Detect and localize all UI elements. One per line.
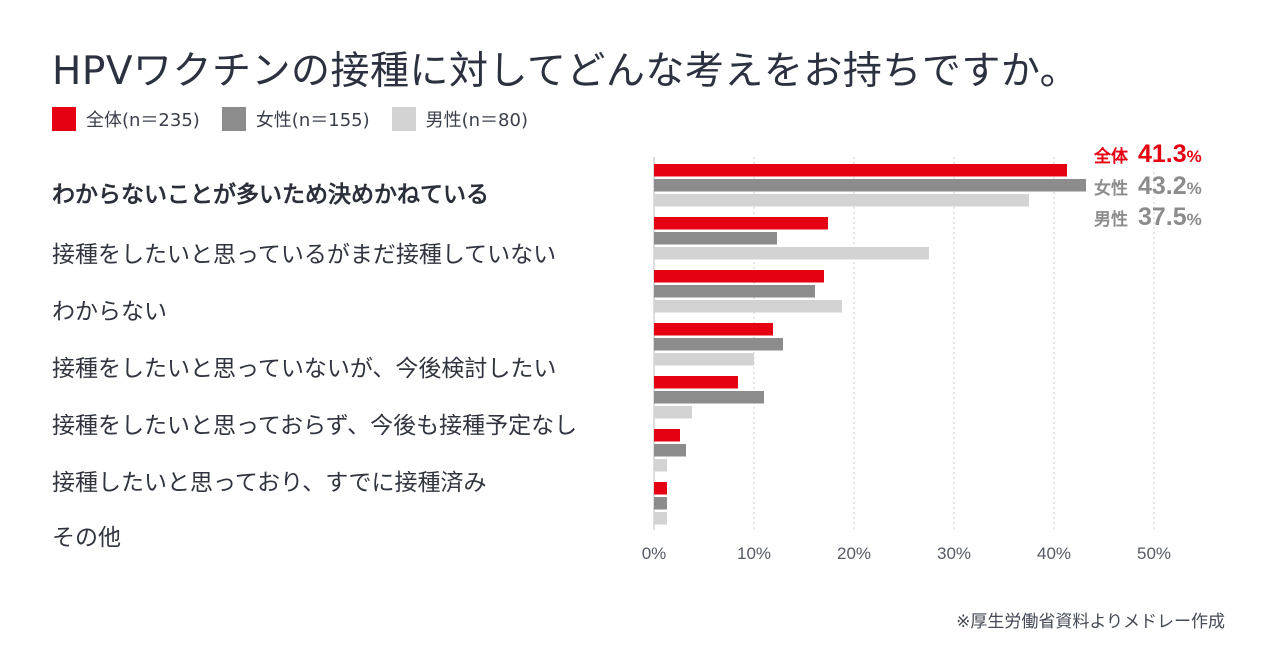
bar	[654, 247, 929, 260]
legend-swatch-male	[391, 107, 416, 131]
bar	[654, 459, 667, 472]
callout-unit-overall: %	[1186, 147, 1202, 166]
category-label-2: 接種をしたいと思っているがまだ接種していない	[52, 242, 557, 268]
category-label-4: 接種をしたいと思っていないが、今後検討したい	[52, 356, 557, 382]
bar	[654, 353, 754, 366]
x-tick-label: 0%	[642, 544, 667, 563]
source-note: ※厚生労働省資料よりメドレー作成	[956, 612, 1225, 632]
bar	[654, 497, 667, 510]
legend-item-male: 男性(n＝80)	[391, 106, 528, 132]
bar	[654, 512, 667, 525]
bar	[654, 444, 686, 457]
callout-value-overall: 41.3	[1138, 140, 1187, 168]
x-tick-label: 50%	[1137, 544, 1171, 563]
callout-label-male: 男性	[1094, 210, 1128, 229]
bar	[654, 300, 842, 313]
bar	[654, 429, 680, 442]
legend-swatch-female	[221, 107, 246, 131]
category-label-1: わからないことが多いため決めかねている	[52, 182, 489, 208]
bar	[654, 270, 824, 283]
category-label-6: 接種したいと思っており、すでに接種済み	[52, 470, 487, 496]
category-label-3: わからない	[52, 299, 167, 325]
callout-unit-male: %	[1186, 210, 1202, 229]
callout-value-male: 37.5	[1138, 203, 1187, 231]
callout-value-female: 43.2	[1138, 172, 1187, 200]
legend-label-overall: 全体(n＝235)	[86, 110, 200, 131]
bar	[654, 391, 764, 404]
bar	[654, 217, 828, 230]
legend-label-female: 女性(n＝155)	[255, 110, 370, 131]
bar	[654, 285, 815, 298]
x-tick-label: 30%	[937, 544, 971, 563]
legend-item-overall: 全体(n＝235)	[52, 106, 200, 132]
legend-swatch-overall	[52, 107, 76, 131]
bar	[654, 323, 773, 336]
callout-female: 女性 43.2%	[1094, 172, 1202, 201]
bar	[654, 232, 777, 245]
bar	[654, 338, 783, 351]
callout-label-female: 女性	[1094, 179, 1128, 198]
callout-overall: 全体 41.3%	[1094, 140, 1202, 169]
bar	[654, 164, 1067, 177]
category-label-5: 接種をしたいと思っておらず、今後も接種予定なし	[52, 413, 578, 439]
bar	[654, 406, 692, 419]
bar	[654, 482, 667, 495]
bar	[654, 179, 1086, 192]
callout-label-overall: 全体	[1094, 147, 1128, 166]
bar	[654, 376, 738, 389]
callout-unit-female: %	[1186, 179, 1202, 198]
legend-label-male: 男性(n＝80)	[425, 110, 528, 131]
legend: 全体(n＝235) 女性(n＝155) 男性(n＝80)	[52, 106, 528, 132]
callout-male: 男性 37.5%	[1094, 203, 1202, 232]
x-tick-label: 40%	[1037, 544, 1071, 563]
x-tick-label: 20%	[837, 544, 871, 563]
category-label-7: その他	[52, 525, 121, 551]
bar	[654, 194, 1029, 207]
x-tick-label: 10%	[737, 544, 771, 563]
chart-title: HPVワクチンの接種に対してどんな考えをお持ちですか。	[52, 49, 1080, 94]
legend-item-female: 女性(n＝155)	[221, 106, 370, 132]
